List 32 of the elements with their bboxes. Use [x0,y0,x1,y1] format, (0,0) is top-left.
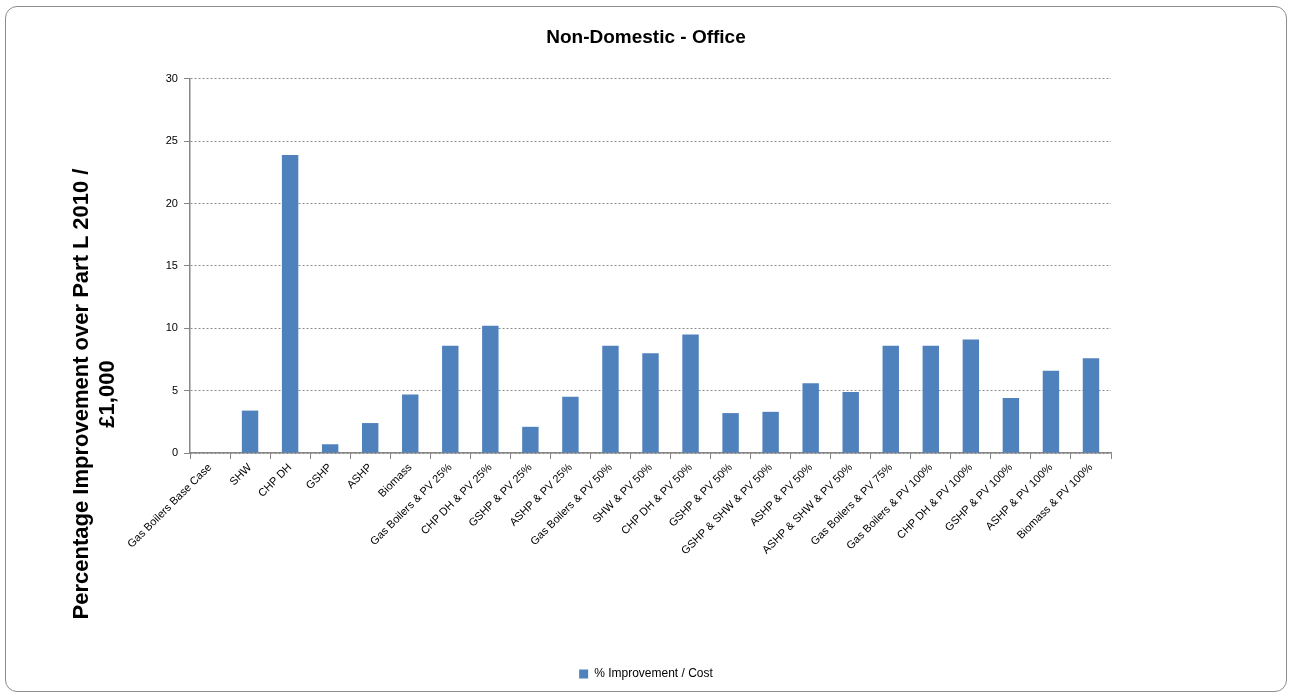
y-tick-label: 10 [165,321,178,334]
bar [1082,358,1100,453]
y-tick-label: 30 [165,71,178,84]
bar [602,345,619,453]
bar [842,391,859,453]
bar [762,411,779,453]
bar [402,394,419,453]
y-tick-label: 5 [171,383,178,396]
bar [522,426,539,453]
bar [722,413,739,453]
bar [562,396,579,453]
bar [1042,370,1060,453]
bar [962,339,980,453]
bar [281,154,299,453]
y-tick-label: 25 [165,134,178,147]
y-tick-label: 0 [171,446,178,459]
legend-label: % Improvement / Cost [594,666,714,681]
bar [882,345,899,453]
chart-title: Non-Domestic - Office [546,25,746,47]
bar [642,353,659,453]
bar [682,334,699,453]
y-axis-title: Percentage Improvement over Part L 2010 / £1,000 [68,168,120,620]
y-tick-label: 20 [165,196,178,209]
bar [241,410,259,453]
bar [361,423,379,453]
bar [922,345,940,453]
bar [802,383,819,453]
bar [482,325,499,453]
bar [442,345,459,453]
bar [1002,398,1020,453]
bar [321,444,339,453]
y-tick-label: 15 [165,258,178,271]
